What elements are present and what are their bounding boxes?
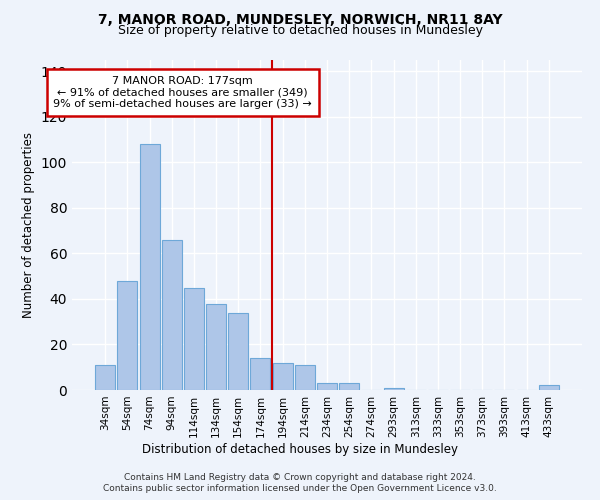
Y-axis label: Number of detached properties: Number of detached properties [22, 132, 35, 318]
Text: Size of property relative to detached houses in Mundesley: Size of property relative to detached ho… [118, 24, 482, 37]
Text: 7 MANOR ROAD: 177sqm
← 91% of detached houses are smaller (349)
9% of semi-detac: 7 MANOR ROAD: 177sqm ← 91% of detached h… [53, 76, 312, 109]
Bar [228, 312, 248, 390]
Bar [339, 383, 359, 390]
Bar [250, 358, 271, 390]
Bar [206, 304, 226, 390]
Bar [162, 240, 182, 390]
Text: Distribution of detached houses by size in Mundesley: Distribution of detached houses by size … [142, 442, 458, 456]
Bar [184, 288, 204, 390]
Bar [383, 388, 404, 390]
Text: Contains HM Land Registry data © Crown copyright and database right 2024.: Contains HM Land Registry data © Crown c… [124, 472, 476, 482]
Text: Contains public sector information licensed under the Open Government Licence v3: Contains public sector information licen… [103, 484, 497, 493]
Bar [317, 383, 337, 390]
Text: 7, MANOR ROAD, MUNDESLEY, NORWICH, NR11 8AY: 7, MANOR ROAD, MUNDESLEY, NORWICH, NR11 … [98, 12, 502, 26]
Bar [140, 144, 160, 390]
Bar [118, 281, 137, 390]
Bar [295, 365, 315, 390]
Bar [539, 386, 559, 390]
Bar [272, 362, 293, 390]
Bar [95, 365, 115, 390]
